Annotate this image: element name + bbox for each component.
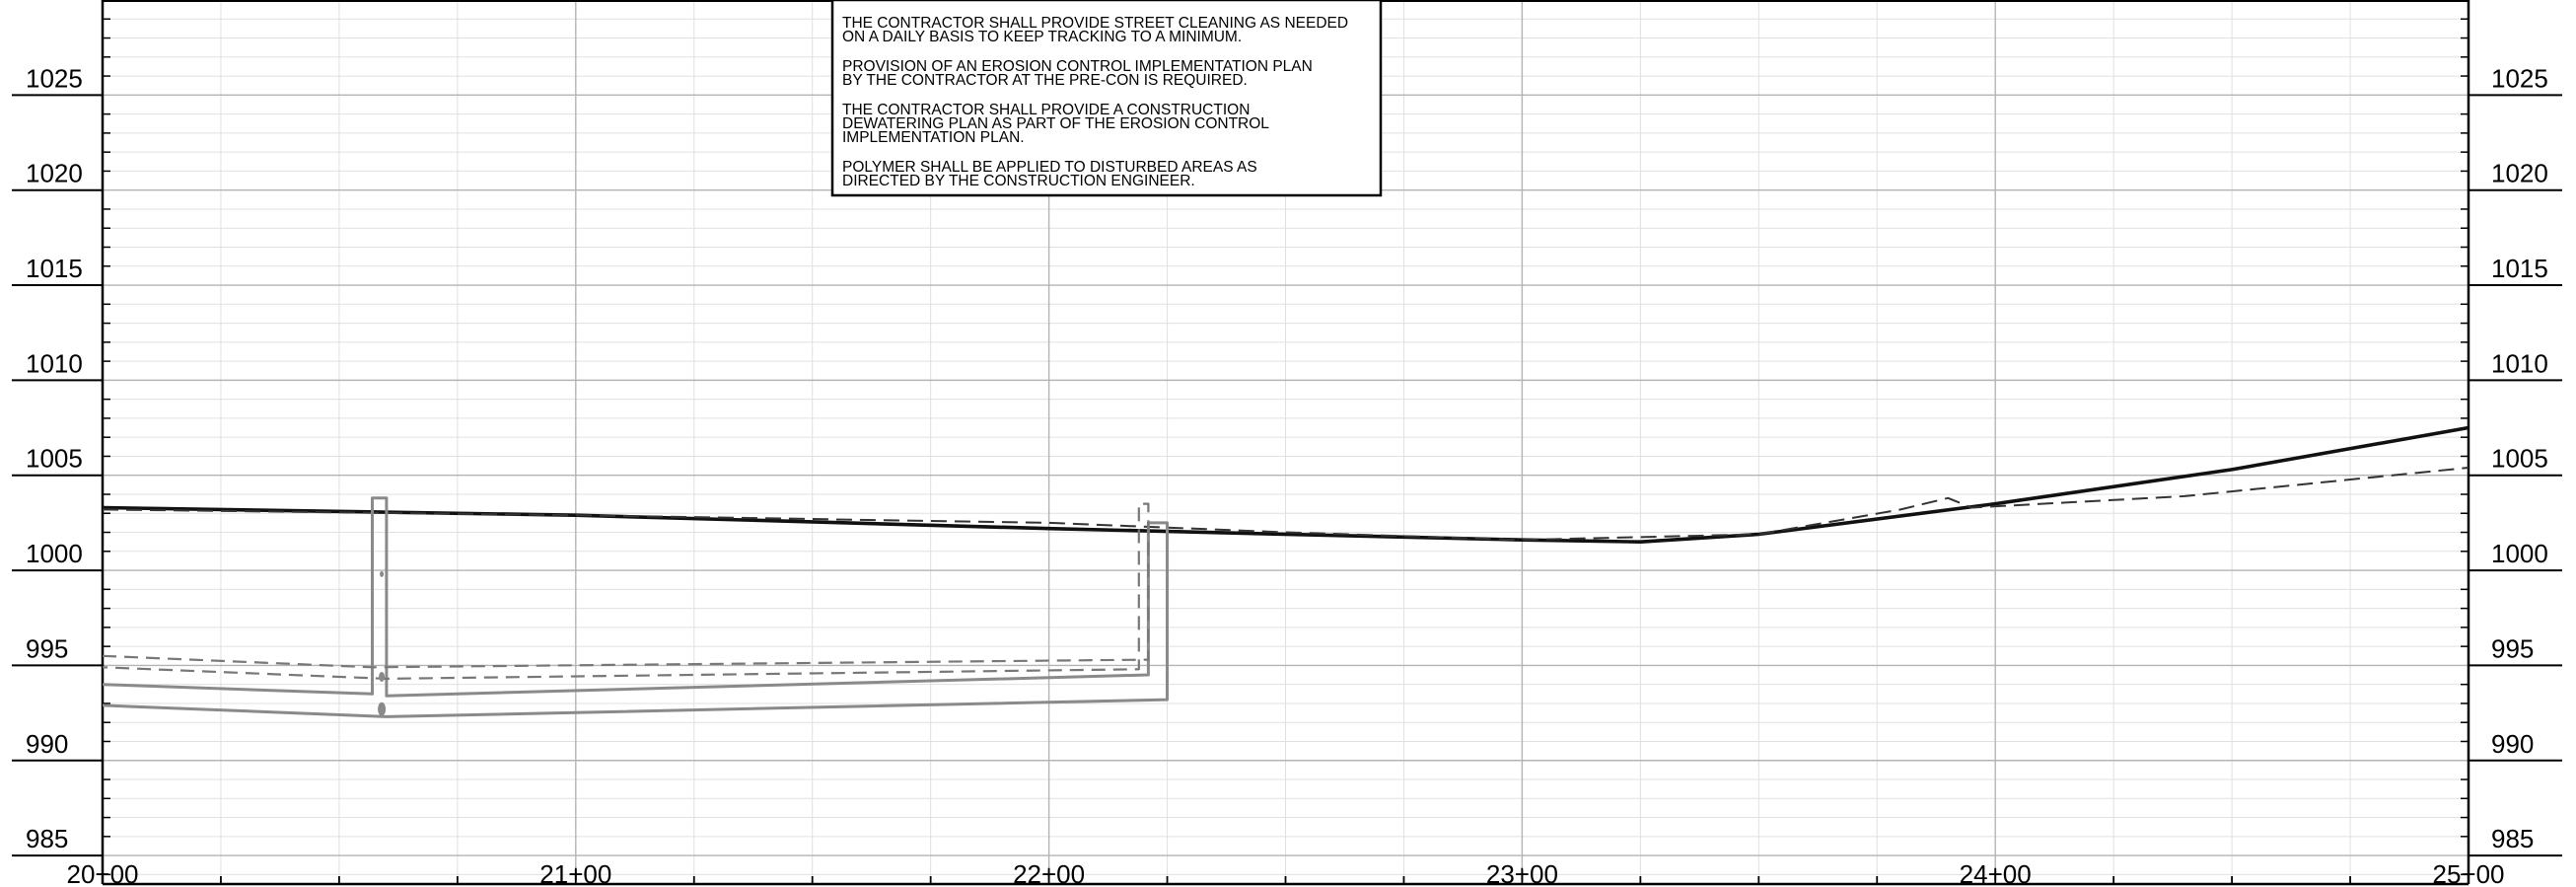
structure-marker bbox=[379, 671, 386, 682]
elevation-label-left: 990 bbox=[26, 729, 68, 759]
note-line: IMPLEMENTATION PLAN. bbox=[842, 129, 1025, 146]
note-line: PROVISION OF AN EROSION CONTROL IMPLEMEN… bbox=[842, 58, 1313, 75]
elevation-label-left: 1005 bbox=[26, 444, 83, 474]
station-label: 20+00 bbox=[66, 859, 138, 887]
note-line: POLYMER SHALL BE APPLIED TO DISTURBED AR… bbox=[842, 159, 1257, 176]
station-labels: 20+00 21+00 22+00 23+00 24+00 25+00 bbox=[66, 859, 2504, 887]
elevation-label-left: 1025 bbox=[26, 63, 83, 93]
elevation-label-left: 1010 bbox=[26, 348, 83, 378]
station-label: 23+00 bbox=[1486, 859, 1558, 887]
elevation-label-right: 1015 bbox=[2491, 254, 2548, 283]
elevation-label-right: 995 bbox=[2491, 633, 2534, 663]
elevation-label-left: 1020 bbox=[26, 159, 83, 188]
elevation-label-left: 985 bbox=[26, 824, 68, 853]
elevation-label-left: 1015 bbox=[26, 254, 83, 283]
station-label: 25+00 bbox=[2432, 859, 2504, 887]
station-label: 21+00 bbox=[539, 859, 611, 887]
elevation-labels: 985 985 990 990 995 995 1000 1000 1005 1005 1010 10… bbox=[12, 63, 2562, 857]
elevation-label-right: 1010 bbox=[2491, 348, 2548, 378]
elevation-label-right: 1005 bbox=[2491, 444, 2548, 474]
note-line: ON A DAILY BASIS TO KEEP TRACKING TO A M… bbox=[842, 29, 1242, 45]
note-line: DEWATERING PLAN AS PART OF THE EROSION C… bbox=[842, 115, 1269, 132]
note-line: THE CONTRACTOR SHALL PROVIDE A CONSTRUCT… bbox=[842, 102, 1250, 118]
elevation-label-right: 1020 bbox=[2491, 159, 2548, 188]
elevation-label-left: 995 bbox=[26, 633, 68, 663]
elevation-label-right: 985 bbox=[2491, 824, 2534, 853]
note-line: BY THE CONTRACTOR AT THE PRE-CON IS REQU… bbox=[842, 72, 1248, 89]
existing-grade-line bbox=[102, 467, 2469, 542]
structure-marker bbox=[378, 702, 387, 716]
erosion-control-notes: THE CONTRACTOR SHALL PROVIDE STREET CLEA… bbox=[830, 0, 1383, 197]
proposed-utility-profile bbox=[102, 496, 1169, 718]
note-line: THE CONTRACTOR SHALL PROVIDE STREET CLEA… bbox=[842, 15, 1348, 32]
station-label: 22+00 bbox=[1013, 859, 1085, 887]
notes-frame bbox=[830, 0, 1383, 197]
proposed-grade-line bbox=[102, 425, 2469, 544]
station-label: 24+00 bbox=[1960, 859, 2032, 887]
elevation-label-right: 1025 bbox=[2491, 63, 2548, 93]
elevation-label-right: 1000 bbox=[2491, 539, 2548, 568]
note-line: DIRECTED BY THE CONSTRUCTION ENGINEER. bbox=[842, 173, 1195, 189]
elevation-label-left: 1000 bbox=[26, 539, 83, 568]
elevation-label-right: 990 bbox=[2491, 729, 2534, 759]
profile-lines bbox=[102, 425, 2469, 718]
existing-utility-profile bbox=[102, 502, 1150, 680]
minor-grid bbox=[103, 0, 2469, 884]
structure-marker bbox=[380, 570, 385, 577]
